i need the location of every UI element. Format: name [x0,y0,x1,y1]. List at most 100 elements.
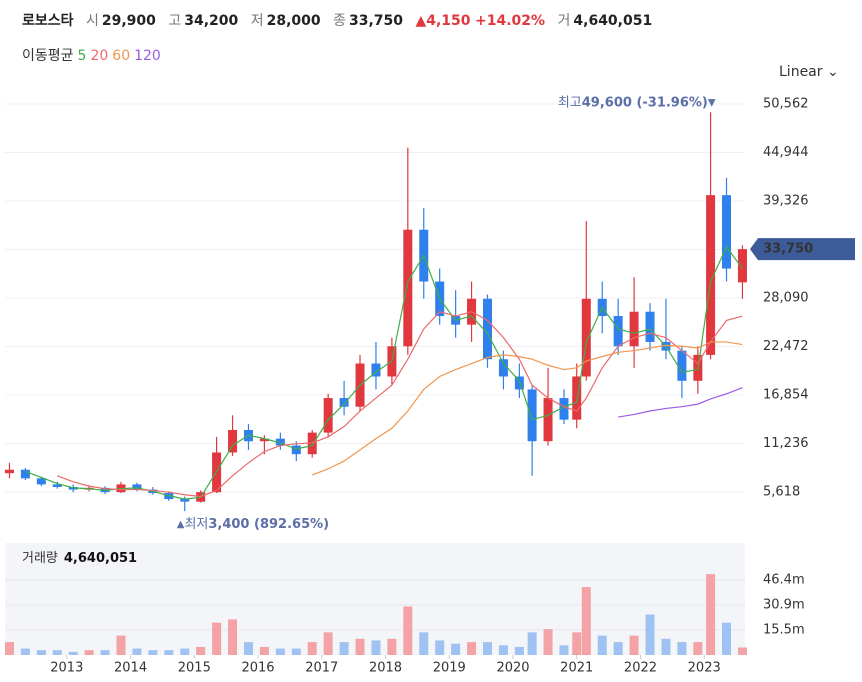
ma-legend-entry: 60 [112,48,131,64]
volume-bar [693,642,703,655]
volume-bar [180,648,190,655]
volume-bar [677,642,687,655]
volume-bar [387,638,397,655]
candle-body [4,469,14,474]
max-label: 최고 [558,95,582,110]
volume-bar [498,645,508,655]
ma-legend-entry: 5 [77,48,87,64]
volume-label: 거래량 [22,551,58,566]
ma-legend-entry: 120 [134,48,161,64]
max-annotation: 최고49,600 (-31.96%)▼ [558,95,716,110]
x-tick-label: 2022 [624,661,657,676]
candle-body [498,359,508,377]
volume-tick-label: 30.9m [763,598,805,613]
candle-body [527,389,537,442]
x-tick-label: 2020 [496,661,529,676]
candle-body [371,363,381,377]
candle-body [543,398,553,442]
candle-body [259,438,269,442]
volume-bar [100,650,110,655]
open: 29,900 [101,13,156,29]
volume-label: 거 [557,13,571,29]
low: 28,000 [266,13,321,29]
min-annotation: ▲최저3,400 (892.65%) [177,517,329,532]
y-tick-label: 16,854 [763,388,809,403]
open-label: 시 [85,13,99,29]
volume-bar [435,640,445,655]
scale-button-label[interactable]: Linear [779,64,823,80]
volume-bar [196,646,206,655]
x-tick-label: 2019 [433,661,466,676]
candle-body [572,376,582,420]
volume-bar [371,640,381,655]
volume-bar [403,606,413,655]
volume-bar [737,647,747,655]
volume-bar [291,648,301,655]
high-label: 고 [168,13,182,29]
y-tick-label: 5,618 [763,485,800,500]
candle-body [275,438,285,446]
quote-header: 로보스타 시 29,900 고 34,200 저 28,000 종 33,750 ▲4,… [22,10,660,30]
volume-tick-label: 15.5m [763,622,805,637]
volume-bar [243,642,253,655]
max-arrow: ▼ [708,97,716,108]
candle-body [52,484,62,487]
volume-bar [355,638,365,655]
candle-body [403,229,413,347]
volume-bar [68,651,78,655]
moving-average-line [312,341,743,476]
volume-bar [527,632,537,655]
candle-body [132,484,142,490]
volume-bar [559,645,569,655]
moving-average-line [57,311,743,498]
volume-bar [451,643,461,655]
volume-bar [419,632,429,655]
x-tick-label: 2023 [688,661,721,676]
change: ▲4,150 [415,13,471,29]
volume-bar [36,650,46,655]
volume-tick-label: 46.4m [763,572,805,587]
x-tick-label: 2015 [178,661,211,676]
volume-bar [259,646,269,655]
y-tick-label: 44,944 [763,145,809,160]
close-label: 종 [333,13,346,29]
volume-bar [4,642,14,655]
stock-name: 로보스타 [22,13,74,29]
volume-bar [467,642,477,655]
volume-bar [307,642,317,655]
ma-legend-entry: 20 [90,48,109,64]
candle-body [291,445,301,455]
x-tick-label: 2016 [241,661,274,676]
x-tick-label: 2013 [50,661,83,676]
candle-body [514,376,524,390]
candle-body [180,499,190,502]
volume-bar [275,648,285,655]
volume-bar [581,587,591,655]
y-tick-label: 11,236 [763,436,809,451]
y-tick-label: 28,090 [763,290,809,305]
ma-legend: 이동평균 5 20 60 120 [22,45,161,65]
candle-body [629,311,639,347]
volume-bar [613,642,623,655]
candle-body [482,298,492,360]
volume-bar [132,648,142,655]
moving-average-line [618,387,743,418]
candle-body [706,195,716,355]
high: 34,200 [184,13,239,29]
volume-bar [514,646,524,655]
volume-bar [52,650,62,655]
volume-bar [339,642,349,655]
candle-body [722,195,732,269]
scale-button[interactable]: Linear ⌄ [779,64,839,80]
volume-bar [543,629,553,655]
candle-body [20,469,30,479]
candle-body [559,398,569,420]
x-tick-label: 2017 [305,661,338,676]
candle-body [677,350,687,381]
y-tick-label: 50,562 [763,96,809,111]
candle-body [339,398,349,407]
volume-bar [645,614,655,655]
volume-title: 거래량 4,640,051 [22,551,137,566]
